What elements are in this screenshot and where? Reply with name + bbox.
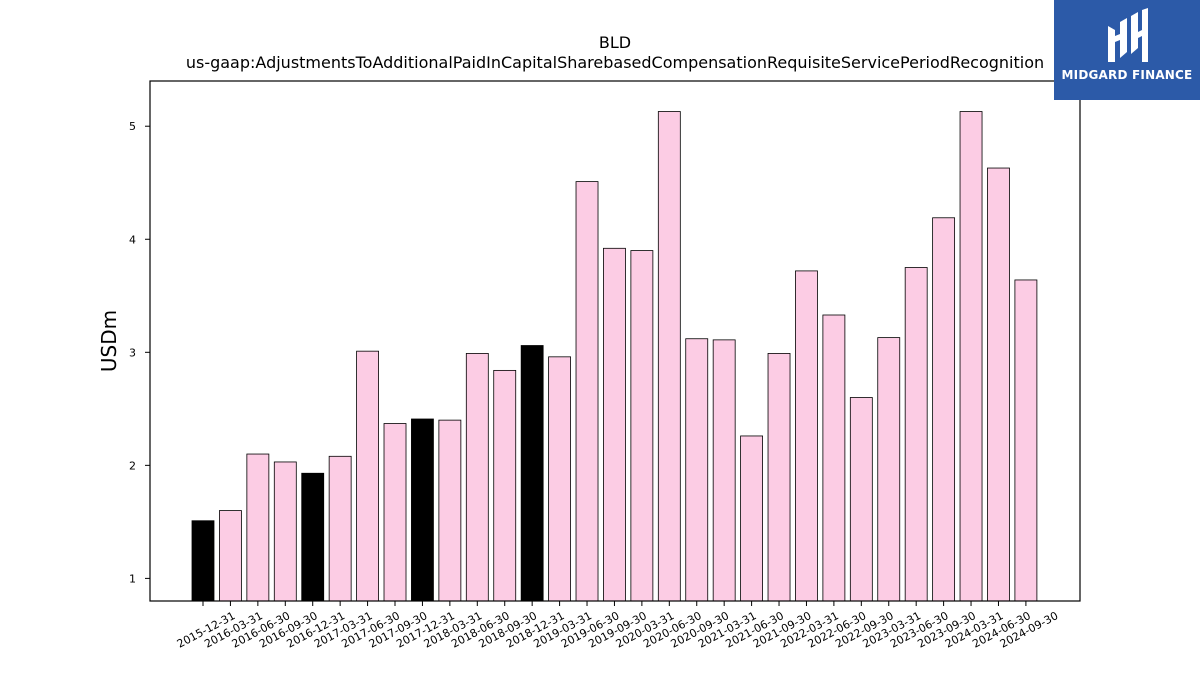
bar-2021-06-30 [740,435,763,602]
bar-2016-06-30 [246,453,270,602]
plot-area: 123452015-12-312016-03-312016-06-302016-… [129,80,1081,651]
plot-frame [149,80,1081,602]
bar-2019-03-31 [548,356,571,602]
bar-2022-03-31 [795,270,818,602]
y-tick-label: 4 [129,233,136,246]
bar-2022-06-30 [822,314,846,602]
logo-text: MIDGARD FINANCE [1061,68,1193,82]
bar-2016-03-31 [219,510,242,602]
bar-2023-09-30 [932,217,956,602]
chart-subtitle: us-gaap:AdjustmentsToAdditionalPaidInCap… [186,53,1044,72]
y-tick-label: 3 [129,346,136,359]
bar-2023-03-31 [877,337,901,602]
bar-2018-06-30 [465,353,489,602]
chart-title: BLD [599,33,631,52]
bar-2017-06-30 [356,350,379,602]
y-tick-label: 2 [129,459,136,472]
bar-2021-09-30 [767,353,791,602]
midgard-finance-logo: MIDGARD FINANCE [1054,0,1200,100]
bar-2018-09-30 [493,369,517,602]
bar-2018-12-31 [520,345,544,602]
bar-2017-12-31 [411,418,434,602]
bar-2023-06-30 [904,267,928,602]
bar-2019-09-30 [603,247,626,602]
bar-2024-09-30 [1014,279,1038,602]
y-tick-label: 5 [129,120,136,133]
midgard-logo-icon [1108,8,1148,62]
bar-2017-03-31 [328,455,352,602]
bar-2024-06-30 [987,167,1010,602]
bar-2020-09-30 [685,338,709,602]
bar-2016-09-30 [273,461,297,602]
bar-2021-03-31 [712,339,736,602]
bar-2022-09-30 [849,397,873,602]
bar-2016-12-31 [301,472,325,602]
bar-2019-06-30 [575,181,599,602]
y-axis-label: USDm [97,310,121,372]
bar-2015-12-31 [191,520,215,602]
y-tick-label: 1 [129,572,136,585]
bar-2017-09-30 [383,423,407,602]
bar-2018-03-31 [438,419,462,602]
bar-2024-03-31 [959,111,983,602]
bar-2020-03-31 [630,250,654,602]
bar-2020-06-30 [657,111,681,602]
